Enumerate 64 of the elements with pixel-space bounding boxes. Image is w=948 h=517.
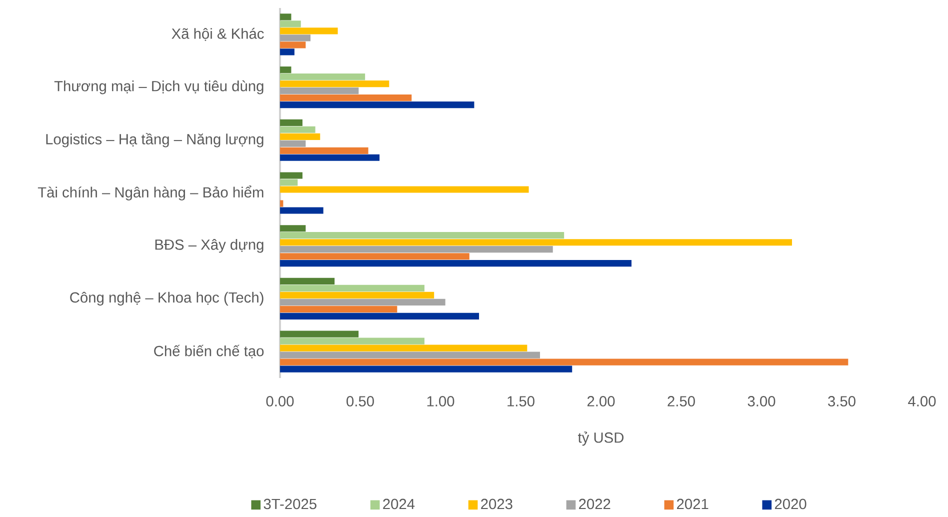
x-tick-label: 2.50 — [668, 396, 695, 406]
bar — [280, 298, 446, 306]
bar — [280, 344, 528, 352]
bar — [280, 73, 366, 80]
bar — [280, 66, 292, 74]
bar — [280, 260, 632, 267]
bar — [280, 200, 284, 207]
bar — [280, 126, 316, 133]
legend-label: 2022 — [579, 498, 610, 510]
bar — [280, 292, 434, 299]
bar — [280, 101, 474, 108]
bar — [280, 140, 306, 147]
bar — [280, 352, 540, 358]
bar — [280, 42, 306, 48]
x-tick-label: 3.50 — [828, 396, 856, 406]
bar — [280, 312, 480, 320]
bar — [280, 358, 848, 366]
x-tick-label: 0.00 — [266, 396, 294, 406]
x-tick-label: 4.00 — [908, 396, 936, 406]
x-tick-label: 2.00 — [587, 396, 615, 406]
bar — [280, 284, 424, 292]
bar — [280, 207, 324, 214]
bar — [280, 232, 564, 239]
bar — [280, 306, 398, 313]
legend-label: 2023 — [481, 498, 512, 510]
x-tick-label: 3.00 — [748, 396, 776, 406]
x-tick-label: 1.00 — [427, 396, 454, 406]
y-tick-label: BĐS – Xây dựng — [155, 239, 264, 253]
legend-label: 2021 — [677, 498, 708, 510]
bar — [280, 278, 335, 285]
bar — [280, 253, 470, 260]
bar — [280, 147, 368, 154]
bar — [280, 338, 424, 344]
bar — [280, 48, 294, 56]
bar — [280, 366, 572, 372]
y-tick-label: Tài chính – Ngân hàng – Bảo hiểm — [38, 186, 264, 200]
bar — [280, 225, 306, 232]
bar — [280, 34, 310, 42]
x-axis-title: tỷ USD — [578, 432, 624, 446]
legend-label: 3T-2025 — [264, 498, 316, 510]
bar — [280, 20, 301, 28]
bar — [280, 119, 302, 126]
y-tick-label: Công nghệ – Khoa học (Tech) — [70, 292, 264, 306]
bar — [280, 14, 292, 20]
legend-label: 2024 — [383, 498, 415, 510]
bar — [280, 94, 412, 102]
bar — [280, 246, 553, 253]
y-tick-label: Thương mại – Dịch vụ tiêu dùng — [54, 80, 264, 94]
legend-label: 2020 — [774, 498, 806, 510]
y-tick-label: Xã hội & Khác — [172, 28, 264, 41]
x-tick-label: 0.50 — [346, 396, 374, 406]
bar — [280, 28, 338, 34]
y-tick-label: Logistics – Hạ tầng – Năng lượng — [46, 132, 264, 148]
bar — [280, 133, 320, 140]
bar — [280, 239, 792, 246]
bar — [280, 186, 529, 193]
bar — [280, 80, 390, 88]
bar — [280, 179, 298, 186]
bar — [280, 172, 302, 179]
bar — [280, 330, 359, 338]
bar — [280, 87, 359, 94]
x-tick-label: 1.50 — [508, 396, 534, 406]
bar — [280, 154, 380, 161]
y-tick-label: Chế biến chế tạo — [154, 344, 264, 358]
